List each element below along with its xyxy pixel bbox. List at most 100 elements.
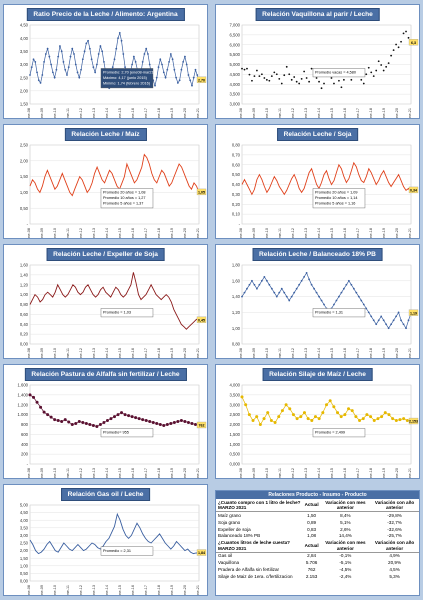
c6-title: Relación Leche / Balanceado 18% PB bbox=[252, 248, 383, 261]
data-point bbox=[127, 414, 131, 418]
y-tick-label: 1,20 bbox=[232, 310, 241, 315]
data-point bbox=[288, 407, 292, 411]
x-tick-label: ene-08 bbox=[27, 348, 31, 359]
data-point bbox=[308, 80, 311, 83]
y-tick-label: 1,00 bbox=[232, 326, 241, 331]
y-tick-label: 1,20 bbox=[20, 282, 29, 287]
c5-svg: 0,00 0,20 0,40 0,60 0,80 1,00 1,20 1,40 1,60 ene-… bbox=[20, 263, 207, 359]
data-point bbox=[187, 74, 190, 76]
data-point bbox=[310, 67, 313, 70]
x-tick-label: ene-16 bbox=[131, 585, 135, 596]
c8-svg: 0,000 0,500 1,000 1,500 2,000 2,500 3,000 3,500… bbox=[230, 383, 419, 478]
data-point bbox=[194, 68, 197, 71]
data-point bbox=[300, 78, 303, 80]
data-point bbox=[290, 78, 293, 81]
data-point bbox=[64, 68, 67, 71]
data-point bbox=[256, 69, 258, 72]
data-point bbox=[32, 58, 35, 61]
data-point bbox=[380, 64, 383, 66]
q2-h-month: Variación con mes anterior bbox=[320, 539, 371, 553]
x-tick-label: ene-12 bbox=[291, 228, 295, 239]
data-point bbox=[76, 71, 79, 74]
data-point bbox=[244, 403, 248, 407]
data-point bbox=[166, 68, 169, 71]
x-tick-label: ene-12 bbox=[79, 348, 83, 359]
data-point bbox=[77, 420, 81, 424]
data-point bbox=[241, 67, 243, 70]
x-tick-label: ene-21 bbox=[196, 468, 200, 479]
data-point bbox=[95, 424, 99, 428]
x-tick-label: ene-20 bbox=[395, 108, 399, 119]
x-tick-label: ene-15 bbox=[330, 108, 334, 119]
y-tick-label: 1,80 bbox=[232, 263, 241, 268]
legend-box bbox=[100, 308, 154, 318]
data-point bbox=[134, 60, 137, 63]
y-tick-label: 1,00 bbox=[20, 563, 29, 568]
data-point bbox=[365, 73, 368, 76]
last-value-label: 0,45 bbox=[198, 319, 205, 323]
data-point bbox=[262, 417, 266, 421]
data-point bbox=[283, 74, 286, 77]
data-point bbox=[382, 319, 385, 322]
x-tick-label: ene-09 bbox=[40, 348, 44, 359]
table-row: Silaje de Maiz de 1era. c/fertilizacion 2… bbox=[218, 573, 400, 579]
data-point bbox=[102, 421, 106, 425]
x-tick-label: ene-17 bbox=[144, 228, 148, 239]
data-point bbox=[291, 413, 295, 417]
x-tick-label: ene-08 bbox=[239, 228, 243, 239]
legend-box bbox=[312, 428, 366, 438]
y-tick-label: 4,000 bbox=[230, 383, 241, 388]
x-tick-label: ene-18 bbox=[369, 228, 373, 239]
q2-h-year: Variación con año anterior bbox=[370, 539, 419, 553]
q2-question: ¿Cuantos litros de leche cuesta? MARZO 2… bbox=[216, 539, 303, 553]
data-point bbox=[407, 319, 410, 322]
legend-text: Promedio= 955 bbox=[103, 430, 129, 434]
data-point bbox=[99, 45, 102, 47]
data-point bbox=[258, 423, 262, 426]
data-point bbox=[336, 411, 340, 415]
y-tick-label: 4,00 bbox=[20, 518, 29, 523]
data-point bbox=[159, 58, 162, 61]
x-tick-label: ene-09 bbox=[40, 228, 44, 239]
x-tick-label: ene-09 bbox=[40, 468, 44, 479]
data-point bbox=[29, 74, 31, 76]
x-tick-label: ene-14 bbox=[105, 348, 109, 359]
legend-box bbox=[312, 308, 366, 318]
data-point bbox=[330, 77, 333, 79]
x-tick-label: ene-09 bbox=[252, 348, 256, 359]
x-tick-label: ene-11 bbox=[66, 228, 70, 239]
data-point bbox=[137, 417, 141, 421]
data-point bbox=[377, 60, 380, 63]
legend-box bbox=[312, 188, 366, 209]
legend-text: Máximo: 4,17 (junio 2015) bbox=[103, 76, 148, 80]
y-tick-label: 0,10 bbox=[232, 212, 241, 217]
data-point bbox=[280, 409, 284, 413]
data-point bbox=[80, 68, 82, 71]
table-row: Pradera de Alfalfa sin fertilizar 762 -4,5… bbox=[218, 567, 400, 573]
data-point bbox=[285, 295, 288, 298]
x-tick-label: ene-18 bbox=[157, 228, 161, 239]
data-point bbox=[340, 86, 343, 89]
data-point bbox=[360, 299, 363, 302]
data-point bbox=[248, 73, 251, 76]
x-tick-label: ene-20 bbox=[395, 348, 399, 359]
x-tick-label: ene-20 bbox=[183, 108, 187, 119]
data-point bbox=[115, 47, 118, 50]
x-tick-label: ene-19 bbox=[382, 108, 386, 119]
y-tick-label: 0,500 bbox=[230, 452, 241, 457]
data-point bbox=[73, 53, 75, 55]
data-point bbox=[42, 410, 46, 414]
y-tick-label: 0,60 bbox=[20, 312, 29, 317]
data-point bbox=[81, 58, 84, 61]
data-point bbox=[37, 79, 40, 82]
x-tick-label: ene-14 bbox=[105, 108, 109, 119]
data-point bbox=[251, 419, 255, 423]
data-point bbox=[173, 68, 176, 71]
data-point bbox=[405, 30, 407, 33]
last-value-box bbox=[408, 309, 419, 316]
y-tick-label: 6,000 bbox=[230, 42, 241, 47]
legend-text: Promedio = 2,31 bbox=[103, 549, 131, 553]
data-point bbox=[130, 415, 134, 419]
data-point bbox=[392, 49, 395, 51]
data-point bbox=[43, 60, 45, 63]
